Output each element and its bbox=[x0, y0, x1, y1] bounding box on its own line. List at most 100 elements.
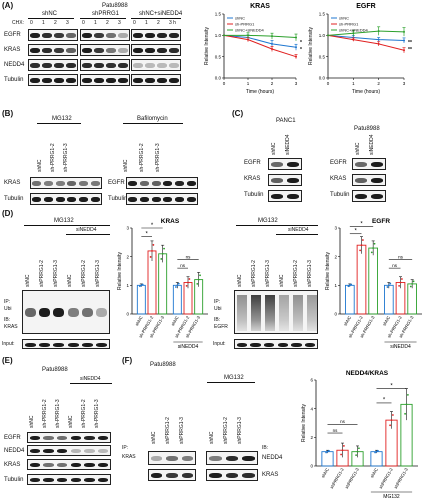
legend-entry: shNC bbox=[235, 16, 245, 21]
ip-target-label: Ubi bbox=[4, 306, 12, 312]
lane-label: shNC bbox=[355, 142, 361, 155]
data-point bbox=[295, 36, 297, 39]
lane-label: sh-PRRG1-3 bbox=[55, 399, 61, 428]
band bbox=[133, 33, 143, 38]
data-point bbox=[247, 38, 249, 41]
row-label-tubulin: Tubulin bbox=[4, 77, 24, 83]
data-point bbox=[196, 283, 199, 285]
band bbox=[66, 63, 76, 68]
significance-mark: ns bbox=[186, 254, 192, 259]
band bbox=[42, 63, 52, 68]
y-tick-label: 1.0 bbox=[215, 33, 222, 38]
data-point bbox=[149, 256, 152, 258]
time-point-label: 2 bbox=[106, 20, 109, 26]
y-axis-label: Relative Intensity bbox=[308, 26, 314, 65]
treatment-label: MG132 bbox=[54, 218, 74, 224]
band bbox=[151, 181, 161, 186]
y-tick-label: 2 bbox=[334, 254, 337, 259]
band bbox=[225, 473, 239, 478]
lane-label: siNEDD4 bbox=[369, 134, 375, 155]
band bbox=[225, 456, 239, 461]
data-point bbox=[411, 283, 414, 285]
lane-label: shPRRG1-3 bbox=[237, 417, 243, 444]
band bbox=[32, 181, 42, 186]
data-point bbox=[390, 419, 393, 422]
y-axis-label: Relative Intensity bbox=[301, 403, 307, 442]
chart-title: EGFR bbox=[372, 218, 390, 225]
treatment-underline bbox=[123, 123, 183, 124]
y-tick-label: 1 bbox=[334, 283, 337, 288]
data-point bbox=[151, 250, 153, 252]
lane-label: shNC bbox=[279, 274, 285, 287]
band bbox=[96, 342, 108, 347]
lane-label: shNC bbox=[123, 159, 129, 172]
time-point-label: 0 bbox=[133, 20, 136, 26]
time-point-label: 2 bbox=[157, 20, 160, 26]
band bbox=[30, 48, 40, 53]
lane-label: shPRRG1-3 bbox=[265, 260, 271, 287]
band bbox=[354, 162, 368, 167]
data-point bbox=[161, 252, 164, 255]
band bbox=[263, 342, 275, 347]
lane-label: shNC bbox=[209, 431, 215, 444]
row-label-kras: KRAS bbox=[4, 47, 21, 53]
data-point bbox=[377, 449, 379, 452]
x-tick-label: shNC bbox=[134, 315, 144, 327]
row-label-egfr: EGFR bbox=[4, 32, 21, 38]
western-blot-strip bbox=[131, 44, 181, 56]
x-tick-label: 3 bbox=[403, 81, 406, 86]
significance-mark: * bbox=[354, 229, 357, 235]
lane-label: shPRRG1-3 bbox=[95, 260, 101, 287]
data-point bbox=[177, 282, 180, 285]
y-axis-label: Relative Intensity bbox=[204, 26, 210, 65]
ib-label: IB: bbox=[4, 317, 11, 323]
lane-label: shNC bbox=[271, 142, 277, 155]
western-blot-strip bbox=[22, 339, 110, 349]
x-tick-label: 0 bbox=[327, 81, 330, 86]
legend-entry: sh-PRRG1 bbox=[339, 22, 359, 27]
data-point bbox=[271, 42, 273, 45]
y-tick-label: 0.0 bbox=[215, 76, 222, 81]
group-label: shNC+siNEDD4 bbox=[139, 11, 183, 17]
panel-label-b: (B) bbox=[2, 109, 14, 118]
western-blot-strip bbox=[126, 193, 198, 205]
band bbox=[30, 33, 40, 38]
chart-title: EGFR bbox=[356, 3, 375, 10]
western-blot-strip bbox=[28, 74, 78, 86]
y-tick-label: 3 bbox=[334, 226, 337, 231]
legend-entry: shNC bbox=[339, 16, 349, 21]
band bbox=[169, 33, 179, 38]
lane-label: sh-PRRG1-3 bbox=[94, 399, 100, 428]
band bbox=[133, 63, 143, 68]
significance-mark: ** bbox=[408, 47, 412, 53]
lane-label: shPRRG1-2 bbox=[39, 260, 45, 287]
y-tick-label: 0 bbox=[334, 312, 337, 317]
band bbox=[96, 308, 108, 317]
time-point-label: 3 bbox=[118, 20, 121, 26]
band bbox=[66, 48, 76, 53]
band bbox=[163, 197, 173, 202]
band bbox=[30, 78, 40, 83]
band bbox=[43, 478, 54, 482]
western-blot-strip bbox=[352, 190, 386, 202]
y-tick-label: 0 bbox=[126, 312, 129, 317]
treatment-underline bbox=[207, 382, 255, 383]
data-point bbox=[271, 35, 273, 38]
data-point bbox=[409, 285, 412, 288]
cell-line-label: Patu8988 bbox=[354, 126, 380, 132]
band bbox=[44, 197, 53, 202]
input-label: Input: bbox=[213, 341, 226, 347]
western-blot-strip bbox=[28, 44, 78, 56]
band bbox=[30, 63, 40, 68]
band bbox=[42, 48, 52, 53]
western-blot-strip bbox=[131, 74, 181, 86]
band bbox=[118, 63, 128, 68]
y-tick-label: 2 bbox=[310, 435, 313, 440]
row-label-kras: KRAS bbox=[4, 180, 21, 186]
band bbox=[181, 456, 194, 461]
band bbox=[140, 197, 149, 202]
treatment-label: MG132 bbox=[224, 375, 244, 381]
data-point bbox=[199, 274, 201, 277]
cell-line-label: Patu8988 bbox=[102, 3, 128, 9]
